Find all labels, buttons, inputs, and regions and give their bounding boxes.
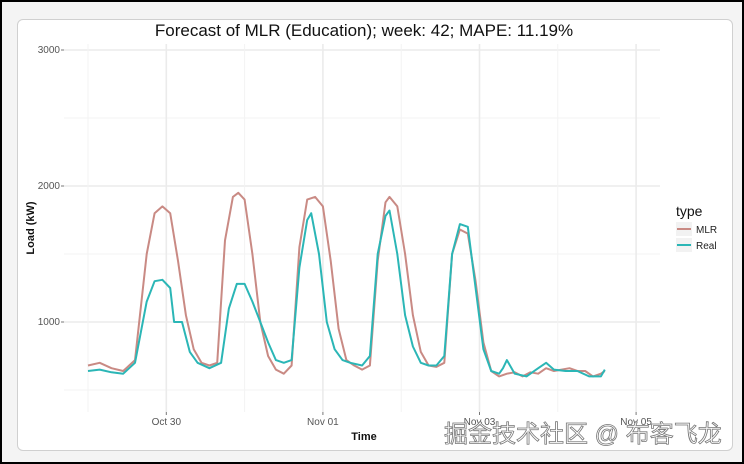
legend-label-mlr: MLR bbox=[696, 225, 717, 236]
x-axis: Oct 30 Nov 01 Nov 03 Nov 05 bbox=[152, 412, 652, 428]
series-line-real bbox=[87, 209, 606, 378]
chart-panel bbox=[17, 19, 733, 451]
y-axis: 1000 2000 3000 bbox=[38, 45, 64, 328]
legend-label-real: Real bbox=[696, 241, 717, 252]
grid-lines bbox=[64, 44, 660, 412]
x-axis-label: Time bbox=[351, 431, 376, 443]
x-tick-label: Nov 01 bbox=[307, 417, 339, 428]
y-tick-label: 2000 bbox=[38, 181, 61, 192]
x-tick-label: Nov 03 bbox=[464, 417, 496, 428]
y-tick-label: 3000 bbox=[38, 45, 61, 56]
watermark: 掘金技术社区 @ 布客飞龙 bbox=[444, 421, 722, 448]
legend-title: type bbox=[676, 203, 703, 219]
series-lines bbox=[87, 191, 606, 378]
y-axis-label: Load (kW) bbox=[25, 201, 37, 254]
x-tick-label: Nov 05 bbox=[620, 417, 652, 428]
legend: type MLR Real bbox=[676, 203, 717, 252]
chart-title: Forecast of MLR (Education); week: 42; M… bbox=[155, 21, 573, 40]
y-tick-label: 1000 bbox=[38, 317, 61, 328]
x-tick-label: Oct 30 bbox=[152, 417, 182, 428]
